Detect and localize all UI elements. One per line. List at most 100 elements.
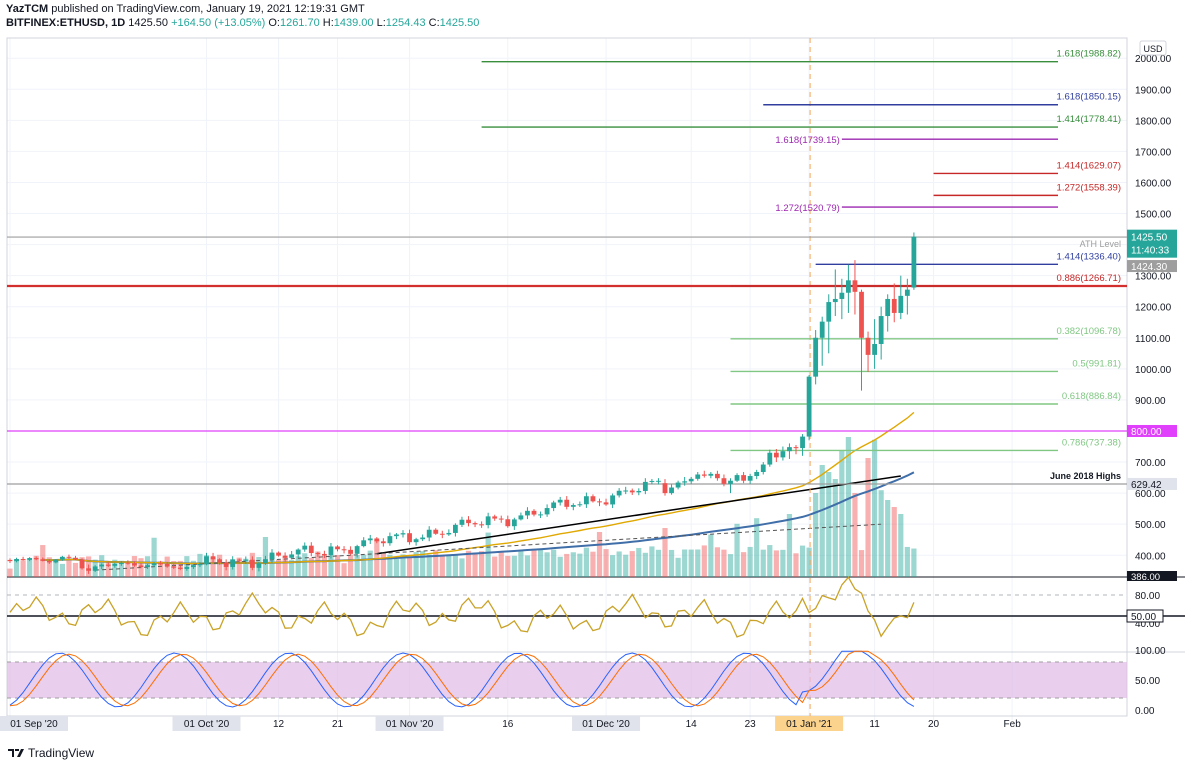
candle (800, 434, 805, 456)
candle (164, 562, 170, 568)
price-axis-tick: 700.00 (1135, 458, 1166, 469)
volume-bar (714, 547, 720, 577)
volume-bar (465, 550, 472, 577)
candle (557, 496, 563, 506)
candle-body (669, 487, 674, 494)
candle-body (453, 524, 458, 533)
candle (511, 517, 517, 530)
candle-body (335, 546, 340, 550)
volume-bar (426, 554, 432, 577)
volume-bar (354, 554, 360, 577)
chart-border (6, 37, 1128, 717)
volume-bar (767, 545, 773, 577)
volume-bar (898, 514, 904, 577)
symbol-name[interactable]: BITFINEX:ETHUSD, 1D (6, 17, 126, 29)
price-axis-tick: 400.00 (1135, 551, 1166, 562)
candle-body (158, 563, 164, 565)
june-high-price-tag: 629.42 (1131, 480, 1162, 491)
candle-body (276, 552, 281, 556)
candle (636, 488, 642, 496)
candle-body (872, 344, 877, 355)
candle-body (832, 298, 838, 303)
candle-body (819, 321, 825, 338)
candle (859, 289, 864, 391)
candle-body (105, 564, 111, 566)
price-axis-tick: 1700.00 (1135, 147, 1172, 158)
candle (597, 498, 602, 507)
candle-body (328, 546, 334, 556)
volume-bar (780, 549, 786, 577)
candle-body (210, 556, 216, 560)
candle (99, 563, 105, 570)
candle (308, 542, 314, 557)
volume-bar (682, 549, 688, 577)
candle (348, 546, 353, 556)
volume-bar (269, 554, 275, 577)
candle (479, 521, 484, 528)
candle (885, 294, 891, 332)
candle-body (361, 540, 367, 547)
volume-bar (564, 553, 570, 577)
candle-body (466, 519, 471, 524)
candle (20, 556, 26, 561)
volume-bar (695, 549, 701, 577)
candle-body (223, 562, 229, 567)
price-axis-tick: 1900.00 (1135, 85, 1172, 96)
volume-bar (348, 554, 354, 577)
volume-bar (911, 548, 917, 577)
candle-body (557, 499, 563, 503)
candle (747, 473, 753, 484)
candle-body (230, 559, 236, 567)
candle-body (577, 504, 583, 506)
candle-body (446, 532, 452, 535)
tradingview-footer[interactable]: TradingView (8, 746, 94, 760)
candle (322, 550, 327, 559)
candle-body (354, 546, 360, 554)
candle (675, 480, 681, 490)
candle (263, 555, 268, 565)
candle (289, 550, 295, 560)
candle-body (715, 473, 720, 479)
candle (367, 534, 373, 544)
candle (335, 545, 340, 552)
volume-bar (459, 558, 465, 577)
volume-bar (361, 554, 367, 577)
candle (544, 504, 550, 517)
volume-bar (59, 563, 65, 577)
time-axis-label-bg (172, 716, 241, 731)
candle (518, 512, 524, 521)
tradingview-brand: TradingView (28, 746, 95, 760)
close-label: C: (428, 17, 440, 29)
candle-body (741, 475, 746, 481)
candle-body (662, 483, 668, 494)
candle (138, 563, 144, 569)
candle (891, 283, 897, 323)
volume-bar (649, 546, 655, 577)
time-axis-label: 16 (502, 719, 514, 730)
volume-bar (793, 553, 799, 577)
fib-level-label: 1.414(1778.41) (1057, 114, 1121, 125)
candle (806, 375, 812, 441)
candle (846, 264, 851, 313)
candle (813, 330, 819, 385)
candle-body (498, 518, 504, 520)
candle-body (302, 545, 308, 550)
candle-body (564, 499, 570, 507)
volume-bar (826, 472, 832, 577)
candle (642, 478, 648, 495)
candle (236, 558, 242, 564)
candle-body (754, 471, 760, 477)
candle-body (27, 558, 33, 560)
fib-level-label: 1.618(1850.15) (1057, 92, 1121, 103)
level-800-price-tag: 800.00 (1131, 427, 1162, 438)
author-name[interactable]: YazTCM (6, 3, 49, 15)
price-axis-tick: 1200.00 (1135, 303, 1172, 314)
volume-bar (406, 557, 413, 577)
candle-body (852, 280, 858, 292)
volume-bar (727, 554, 734, 577)
candle (826, 294, 832, 354)
candle-body (734, 475, 740, 481)
volume-bar (872, 439, 878, 577)
candle-body (66, 556, 72, 558)
